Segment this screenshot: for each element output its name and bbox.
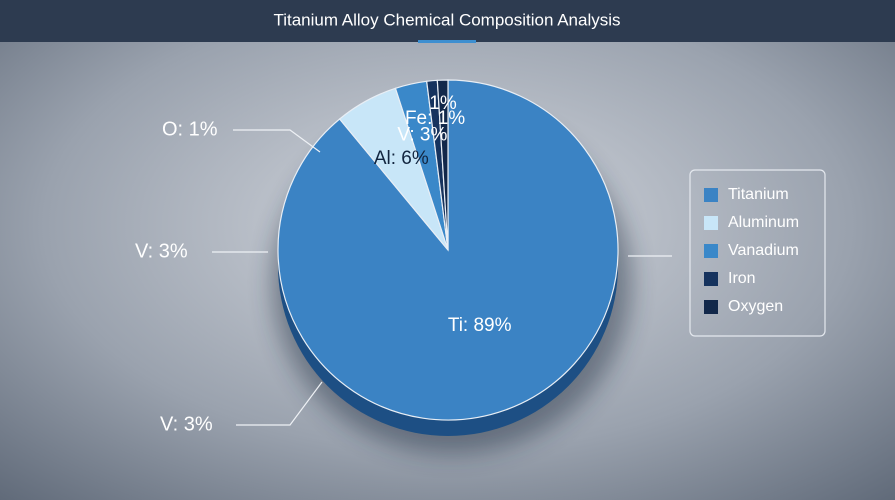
legend-label: Aluminum	[728, 214, 799, 231]
legend-label: Titanium	[728, 186, 789, 203]
legend-swatch	[704, 216, 718, 230]
legend-label: Vanadium	[728, 242, 799, 259]
legend-box	[689, 169, 826, 337]
legend-swatch	[704, 244, 718, 258]
header-accent	[418, 40, 476, 43]
chart-title: Titanium Alloy Chemical Composition Anal…	[273, 10, 620, 29]
callout-label: V: 3%	[135, 240, 188, 262]
pie-slice	[277, 79, 619, 421]
slice-label: Fe: 1%	[405, 108, 465, 129]
callout-line	[236, 381, 323, 426]
legend: Titanium Aluminum Vanadium Iron Oxygen	[704, 186, 799, 315]
slice-label: Al: 6%	[374, 148, 429, 169]
pie-slice	[436, 79, 449, 251]
callout-label: V: 3%	[160, 413, 213, 435]
legend-swatch	[704, 300, 718, 314]
legend-swatch	[704, 188, 718, 202]
legend-swatch	[704, 272, 718, 286]
callout-lines	[212, 129, 672, 426]
legend-label: Iron	[728, 270, 756, 287]
slice-label: V: 3%	[397, 125, 447, 146]
pie: Ti: 89% Al: 6%V: 3%Fe: 1%1%	[277, 79, 619, 421]
header-bar	[0, 0, 895, 42]
callout-line	[233, 129, 321, 153]
legend-label: Oxygen	[728, 298, 783, 315]
slice-label: Ti: 89%	[448, 315, 512, 336]
slice-label: 1%	[429, 93, 457, 114]
callout-label: O: 1%	[162, 118, 218, 140]
